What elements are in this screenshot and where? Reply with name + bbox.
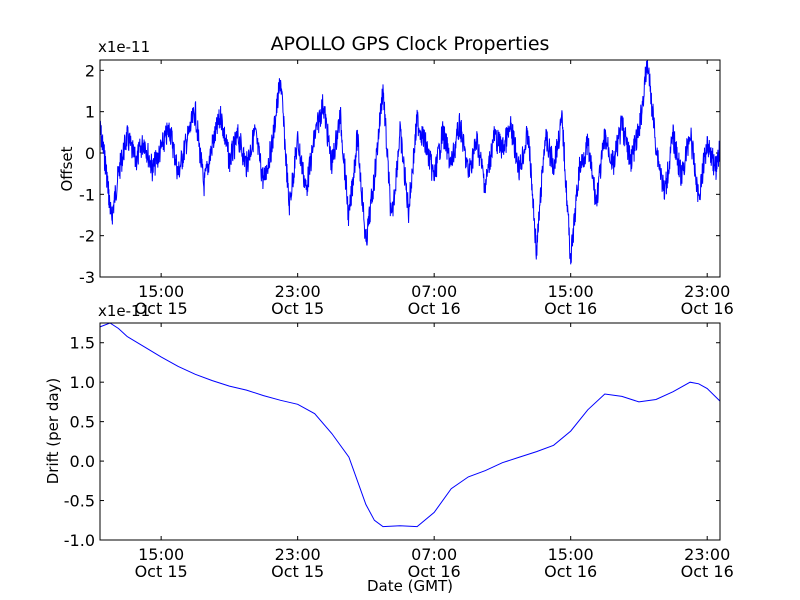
drift-x-tick-date-label: Oct 16 (408, 562, 461, 581)
offset-y-tick-label: -1 (79, 185, 95, 204)
drift-y-tick-label: 0.5 (70, 413, 95, 432)
offset-y-axis-label: Offset (58, 146, 76, 191)
drift-x-tick-date-label: Oct 15 (135, 562, 188, 581)
drift-y-tick-label: 1.5 (70, 334, 95, 353)
offset-series-line (99, 60, 721, 265)
drift-x-tick-time-label: 15:00 (548, 545, 594, 564)
drift-x-tick-time-label: 23:00 (684, 545, 730, 564)
offset-x-tick-date-label: Oct 16 (681, 299, 734, 318)
drift-x-tick-date-label: Oct 16 (544, 562, 597, 581)
offset-x-tick-time-label: 15:00 (138, 282, 184, 301)
offset-scale-label: x1e-11 (98, 38, 150, 56)
offset-y-tick-label: -3 (79, 268, 95, 287)
offset-x-tick-date-label: Oct 16 (408, 299, 461, 318)
offset-x-tick-time-label: 23:00 (684, 282, 730, 301)
drift-panel: x1e-11 Drift (per day) 1.5 1.0 0.5 0.0 -0.5 -… (44, 302, 734, 581)
drift-y-axis-label: Drift (per day) (44, 378, 62, 485)
offset-x-tick-time-label: 07:00 (411, 282, 457, 301)
figure-title: APOLLO GPS Clock Properties (271, 33, 550, 55)
x-axis-label: Date (GMT) (367, 577, 453, 595)
offset-x-tick-date-label: Oct 15 (135, 299, 188, 318)
drift-y-tick-label: -1.0 (64, 531, 95, 550)
drift-y-tick-label: -0.5 (64, 492, 95, 511)
offset-x-tick-date-label: Oct 15 (271, 299, 324, 318)
offset-axes-frame (99, 59, 721, 278)
offset-x-tick-date-label: Oct 16 (544, 299, 597, 318)
drift-x-tick-date-label: Oct 16 (681, 562, 734, 581)
drift-y-ticks: 1.5 1.0 0.5 0.0 -0.5 -1.0 (64, 334, 720, 550)
drift-y-tick-label: 1.0 (70, 373, 95, 392)
offset-x-tick-time-label: 23:00 (275, 282, 321, 301)
drift-x-tick-time-label: 23:00 (275, 545, 321, 564)
offset-x-tick-time-label: 15:00 (548, 282, 594, 301)
drift-x-tick-time-label: 07:00 (411, 545, 457, 564)
drift-y-tick-label: 0.0 (70, 452, 95, 471)
drift-series-line (99, 322, 721, 528)
drift-axes-frame (99, 322, 721, 541)
drift-x-tick-date-label: Oct 15 (271, 562, 324, 581)
offset-y-tick-label: 1 (85, 103, 95, 122)
offset-y-tick-label: -2 (79, 227, 95, 246)
drift-x-tick-time-label: 15:00 (138, 545, 184, 564)
drift-scale-label: x1e-11 (98, 302, 150, 320)
offset-y-tick-label: 0 (85, 144, 95, 163)
offset-y-tick-label: 2 (85, 61, 95, 80)
